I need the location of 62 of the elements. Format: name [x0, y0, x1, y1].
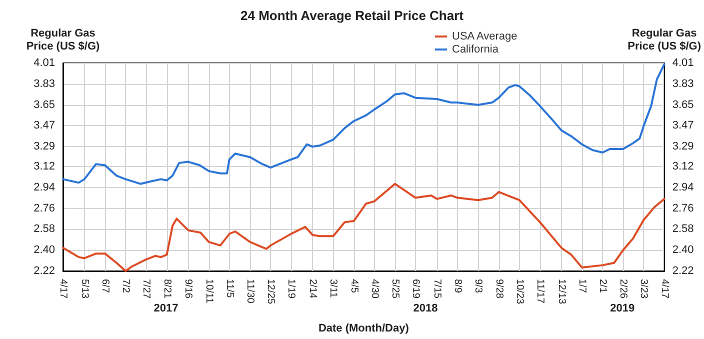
x-tick-label: 12/25	[265, 279, 276, 304]
x-tick-label: 7/2	[120, 279, 132, 294]
x-tick-label: 9/16	[182, 279, 194, 299]
y2-tick-label: 2.40	[672, 244, 694, 256]
x-tick-label: 12/13	[556, 279, 567, 304]
x-tick-label: 8/9	[452, 279, 464, 294]
x-tick-label: 11/30	[244, 279, 256, 304]
y2-tick-label: 3.12	[672, 160, 694, 172]
legend-label: California	[452, 44, 500, 56]
x-tick-label: 11/5	[224, 279, 235, 298]
x-tick-label: 4/17	[658, 279, 670, 299]
x-tick-label: 11/17	[534, 279, 546, 304]
x-tick-label: 2/26	[618, 279, 629, 299]
y-tick-label: 2.40	[34, 244, 55, 256]
x-tick-label: 8/21	[161, 279, 172, 299]
y2-tick-label: 3.47	[672, 120, 694, 132]
y-tick-label: 2.94	[34, 181, 55, 194]
y2-tick-label: 4.01	[672, 57, 694, 69]
y-tick-label: 3.47	[34, 120, 55, 132]
legend-label: USA Average	[452, 30, 518, 42]
y2-tick-label: 2.94	[672, 181, 694, 194]
x-tick-label: 4/30	[368, 279, 380, 299]
y-tick-label: 3.29	[34, 140, 55, 153]
x-tick-label: 9/3	[472, 279, 484, 294]
y-tick-label: 4.01	[34, 57, 55, 69]
x-tick-label: 2/14	[307, 279, 318, 299]
text: 2018	[413, 302, 438, 314]
x-tick-label: 6/7	[100, 279, 111, 294]
x-tick-label: 7/27	[140, 279, 152, 299]
x-tick-label: 1/19	[286, 279, 297, 299]
y2-tick-label: 3.65	[672, 98, 694, 111]
x-tick-label: 9/28	[493, 279, 504, 299]
y-tick-label: 2.76	[34, 202, 55, 214]
y2-tick-label: 2.76	[672, 202, 694, 214]
x-tick-label: 3/11	[328, 279, 339, 298]
text: 2019	[610, 302, 635, 314]
x-tick-label: 2/1	[597, 279, 608, 294]
y2-tick-label: 3.83	[672, 78, 694, 90]
y-axis-title: Regular Gas Price (US $/G)	[26, 28, 100, 52]
x-tick-label: 7/15	[431, 279, 442, 299]
y2-axis-title: Regular Gas Price (US $/G)	[628, 28, 702, 52]
x-axis-title: Date (Month/Day)	[318, 322, 410, 334]
x-tick-label: 5/13	[78, 279, 90, 299]
x-tick-label: 4/17	[58, 279, 68, 299]
text: 2017	[154, 302, 178, 314]
line-series	[62, 63, 666, 185]
y2-tick-label: 3.29	[672, 140, 694, 153]
x-tick-label: 1/7	[576, 279, 588, 294]
y2-tick-label: 2.58	[672, 223, 694, 236]
x-tick-label: 3/23	[638, 279, 650, 299]
chart-title: 24 Month Average Retail Price Chart	[240, 8, 464, 23]
y-tick-label: 3.83	[34, 78, 55, 90]
y-tick-label: 2.22	[34, 265, 55, 277]
y-tick-label: 3.65	[34, 98, 55, 111]
x-tick-label: 10/23	[514, 279, 525, 304]
x-tick-label: 5/25	[389, 279, 400, 299]
x-tick-label: 6/19	[410, 279, 422, 299]
x-tick-label: 4/5	[348, 279, 360, 294]
y-tick-label: 3.12	[34, 160, 55, 172]
y2-tick-label: 2.22	[672, 265, 694, 277]
y-tick-label: 2.58	[34, 223, 55, 236]
x-tick-label: 10/11	[203, 279, 214, 304]
